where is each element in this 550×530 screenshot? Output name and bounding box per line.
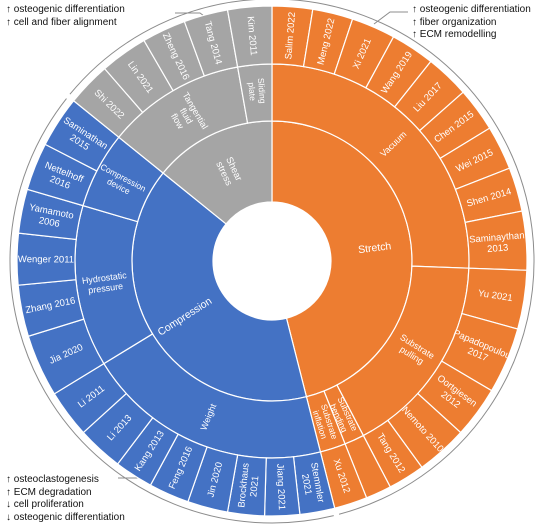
label-study-kim-2011: Kim 2011 <box>245 16 259 56</box>
stretch-outcome-1: ↑ osteogenic differentiation <box>412 4 531 15</box>
compression-outcome-2: ↑ ECM degradation <box>6 486 92 498</box>
label-study-yu-2021: Yu 2021 <box>477 287 513 303</box>
compression-outcome-1: ↑ osteoclastogenesis <box>6 474 99 485</box>
segment-study-kim-2011 <box>226 5 273 68</box>
sunburst-segments <box>16 5 528 517</box>
compression-outcomes-note: ↑ osteoclastogenesis ↑ ECM degradation ↓… <box>6 474 125 524</box>
compression-outcome-3: ↓ cell proliferation <box>6 499 84 510</box>
label-study-stemmler-2021: Stemmler2021 <box>298 461 327 505</box>
stretch-bracket <box>288 0 535 515</box>
label-study-salim-2022: Salim 2022 <box>283 12 298 60</box>
shear-outcome-1: ↑ osteogenic differentiation <box>6 4 125 15</box>
shear-bracket <box>69 0 256 95</box>
compression-outcome-4: ↓ osteogenic differentiation <box>6 511 125 523</box>
stretch-outcome-2: ↑ fiber organization <box>412 16 497 28</box>
label-sliding-plate: Slidingplate <box>246 78 268 105</box>
label-hydrostatic-pressure: Hydrostaticpressure <box>81 270 129 296</box>
label-study-brockhaus-2021: Brockhaus2021 <box>236 462 262 509</box>
label-study-saminaythan-2013: Saminaythan2013 <box>469 230 526 256</box>
label-study-wenger-2011: Wenger 2011 <box>18 254 74 265</box>
stretch-outcome-3: ↑ ECM remodelling <box>412 29 497 40</box>
stretch-note-connector <box>373 11 408 25</box>
shear-outcome-2: ↑ cell and fiber alignment <box>6 16 117 28</box>
compression-bracket <box>9 98 334 524</box>
stretch-outcomes-note: ↑ osteogenic differentiation ↑ fiber org… <box>412 4 531 42</box>
label-stretch: Stretch <box>357 240 392 256</box>
shear-outcomes-note: ↑ osteogenic differentiation ↑ cell and … <box>6 4 125 29</box>
label-study-jiang-2021: Jiang 2021 <box>275 463 288 510</box>
